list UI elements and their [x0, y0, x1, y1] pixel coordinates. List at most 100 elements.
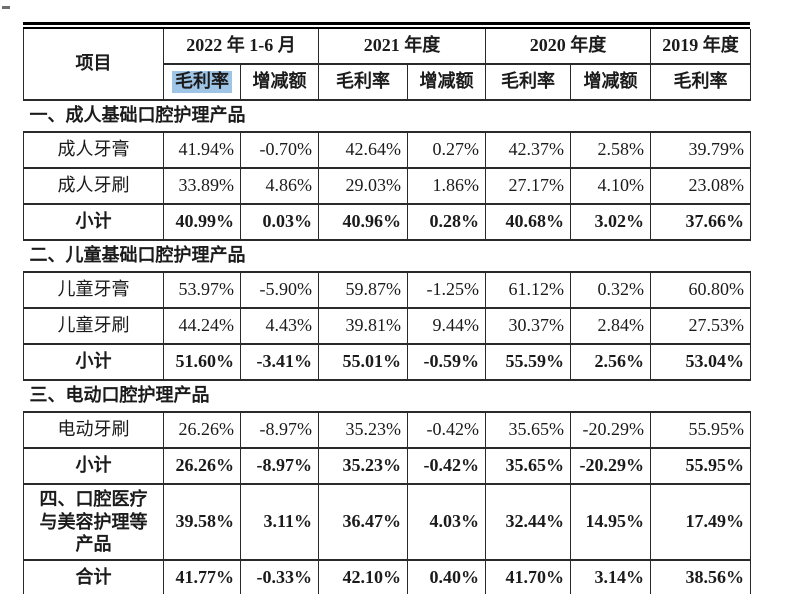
cell: 39.58% [163, 483, 241, 561]
cell: 39.81% [318, 307, 408, 345]
header-row-metrics: 毛利率 增减额 毛利率 增减额 毛利率 增减额 毛利率 [24, 64, 751, 101]
cell: 42.10% [318, 558, 408, 594]
table-row-adult-toothbrush: 成人牙刷 33.89% 4.86% 29.03% 1.86% 27.17% 4.… [23, 167, 751, 205]
cell: 42.64% [318, 131, 408, 169]
cell: -5.90% [240, 271, 319, 309]
cell: 26.26% [163, 411, 241, 449]
section-header-row-electric: 三、电动口腔护理产品 [23, 379, 751, 413]
cell: 38.56% [650, 558, 751, 594]
cell: -8.97% [240, 411, 319, 449]
cell: 37.66% [650, 203, 751, 241]
cell: 35.23% [318, 411, 408, 449]
cell: 55.01% [318, 343, 408, 381]
cell: -20.29% [570, 447, 651, 485]
cell: 0.40% [407, 558, 486, 594]
col-header-item: 项目 [23, 29, 164, 101]
cell: 23.08% [650, 167, 751, 205]
cell: -3.41% [240, 343, 319, 381]
subheader-change-2021: 增减额 [407, 64, 486, 101]
cell: -0.70% [240, 131, 319, 169]
cell: 0.32% [570, 271, 651, 309]
cell: 44.24% [163, 307, 241, 345]
cell: 4.86% [240, 167, 319, 205]
cell: 32.44% [485, 483, 571, 561]
cell: 53.97% [163, 271, 241, 309]
table-row-electric-toothbrush: 电动牙刷 26.26% -8.97% 35.23% -0.42% 35.65% … [23, 411, 751, 449]
cell: 1.86% [407, 167, 486, 205]
cell: 55.95% [650, 411, 751, 449]
cell: 60.80% [650, 271, 751, 309]
subheader-change-2022: 增减额 [240, 64, 319, 101]
gross-margin-report: 项目 2022 年 1-6 月 2021 年度 2020 年度 2019 年度 … [23, 22, 751, 594]
section-title: 三、电动口腔护理产品 [23, 379, 751, 413]
col-header-2020: 2020 年度 [485, 29, 651, 65]
scan-artifact [2, 6, 10, 9]
cell: 33.89% [163, 167, 241, 205]
cell: -8.97% [240, 447, 319, 485]
subtotal-row-electric: 小计 26.26% -8.97% 35.23% -0.42% 35.65% -2… [23, 447, 751, 485]
cell: 2.84% [570, 307, 651, 345]
row-label: 小计 [23, 203, 164, 241]
cell: 40.99% [163, 203, 241, 241]
subheader-change-2020: 增减额 [570, 64, 651, 101]
cell: 41.77% [163, 558, 241, 594]
cell: 14.95% [570, 483, 651, 561]
row-label: 儿童牙刷 [23, 307, 164, 345]
cell: 4.10% [570, 167, 651, 205]
cell: 27.17% [485, 167, 571, 205]
table-row-adult-toothpaste: 成人牙膏 41.94% -0.70% 42.64% 0.27% 42.37% 2… [23, 131, 751, 169]
cell: 4.03% [407, 483, 486, 561]
cell: 40.96% [318, 203, 408, 241]
cell: 35.23% [318, 447, 408, 485]
cell: 3.14% [570, 558, 651, 594]
table-header: 项目 2022 年 1-6 月 2021 年度 2020 年度 2019 年度 … [23, 29, 751, 101]
cell: 26.26% [163, 447, 241, 485]
section-title: 二、儿童基础口腔护理产品 [23, 239, 751, 273]
cell: 39.79% [650, 131, 751, 169]
cell: 0.28% [407, 203, 486, 241]
cell: 40.68% [485, 203, 571, 241]
table-row-kids-toothpaste: 儿童牙膏 53.97% -5.90% 59.87% -1.25% 61.12% … [23, 271, 751, 309]
row-label: 合计 [23, 558, 164, 594]
cell: 29.03% [318, 167, 408, 205]
table-body: 一、成人基础口腔护理产品 成人牙膏 41.94% -0.70% 42.64% 0… [23, 99, 751, 594]
section-header-row-adult: 一、成人基础口腔护理产品 [23, 99, 751, 133]
cell: -0.33% [240, 558, 319, 594]
row-label: 四、口腔医疗 与美容护理等 产品 [23, 483, 164, 561]
cell: 36.47% [318, 483, 408, 561]
section-header-row-kids: 二、儿童基础口腔护理产品 [23, 239, 751, 273]
col-header-2019: 2019 年度 [650, 29, 751, 65]
section-title: 一、成人基础口腔护理产品 [23, 99, 751, 133]
cell: 3.02% [570, 203, 651, 241]
cell: -0.42% [407, 447, 486, 485]
row-label: 成人牙膏 [23, 131, 164, 169]
cell: 9.44% [407, 307, 486, 345]
row-label: 小计 [23, 447, 164, 485]
table-top-double-rule [23, 22, 750, 29]
subheader-margin-2019: 毛利率 [650, 64, 751, 101]
cell: 55.59% [485, 343, 571, 381]
cell: 41.94% [163, 131, 241, 169]
total-row: 合计 41.77% -0.33% 42.10% 0.40% 41.70% 3.1… [23, 558, 751, 594]
cell: 17.49% [650, 483, 751, 561]
table-row-kids-toothbrush: 儿童牙刷 44.24% 4.43% 39.81% 9.44% 30.37% 2.… [23, 307, 751, 345]
subtotal-row-kids: 小计 51.60% -3.41% 55.01% -0.59% 55.59% 2.… [23, 343, 751, 381]
gross-margin-table: 项目 2022 年 1-6 月 2021 年度 2020 年度 2019 年度 … [23, 29, 751, 594]
header-row-periods: 项目 2022 年 1-6 月 2021 年度 2020 年度 2019 年度 [23, 29, 751, 101]
cell: 4.43% [240, 307, 319, 345]
cell: 51.60% [163, 343, 241, 381]
highlighted-text: 毛利率 [172, 71, 232, 93]
cell: 59.87% [318, 271, 408, 309]
cell: 55.95% [650, 447, 751, 485]
row-label: 成人牙刷 [23, 167, 164, 205]
col-header-2021: 2021 年度 [318, 29, 486, 65]
cell: 35.65% [485, 411, 571, 449]
col-header-2022h1: 2022 年 1-6 月 [163, 29, 319, 65]
cell: -20.29% [570, 411, 651, 449]
subtotal-row-adult: 小计 40.99% 0.03% 40.96% 0.28% 40.68% 3.02… [23, 203, 751, 241]
row-label: 小计 [23, 343, 164, 381]
cell: 61.12% [485, 271, 571, 309]
cell: 0.27% [407, 131, 486, 169]
cell: 41.70% [485, 558, 571, 594]
subheader-margin-2022: 毛利率 [163, 64, 241, 101]
